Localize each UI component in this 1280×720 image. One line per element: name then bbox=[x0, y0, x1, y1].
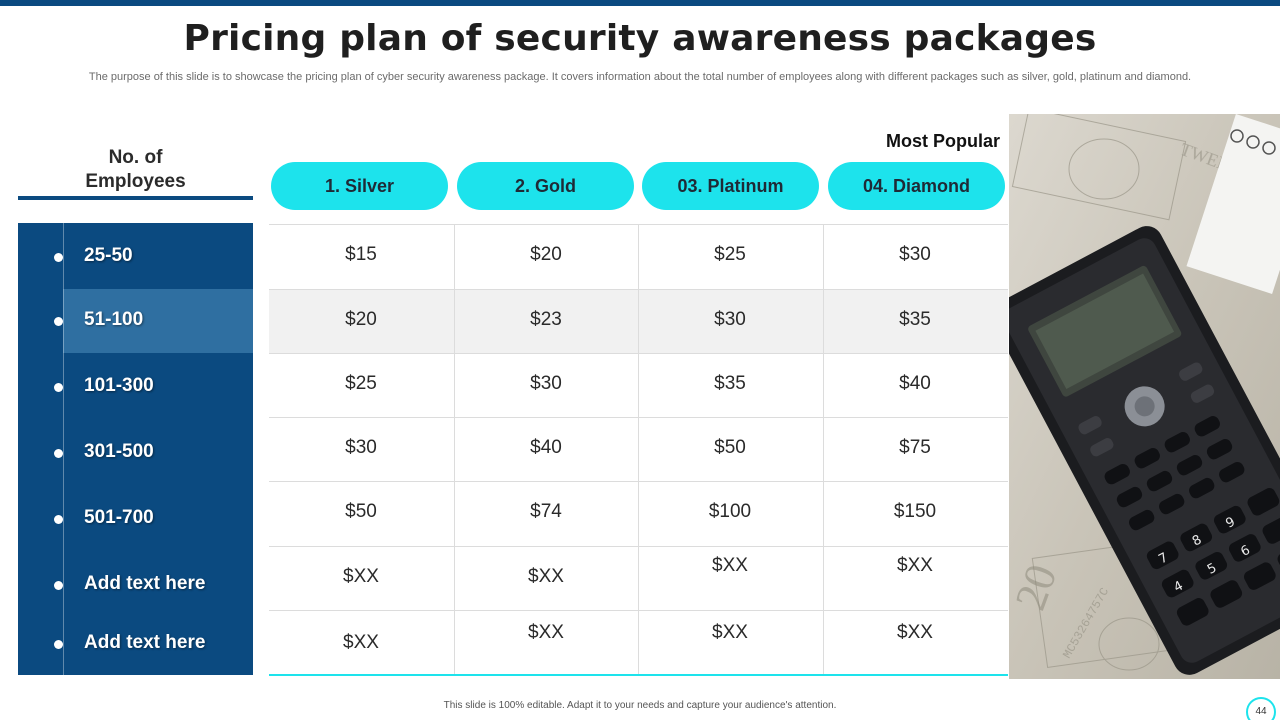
slide-title: Pricing plan of security awareness packa… bbox=[183, 18, 1097, 59]
employees-header: No. of Employees bbox=[18, 146, 253, 194]
price-cell: $20 bbox=[530, 244, 562, 265]
price-cell: $30 bbox=[345, 437, 377, 458]
table-bottom-line bbox=[269, 674, 1008, 676]
price-cell: $150 bbox=[893, 501, 937, 522]
plan-header-pill: 2. Gold bbox=[457, 162, 634, 210]
employee-range-label: Add text here bbox=[84, 632, 206, 653]
bullet-icon bbox=[54, 449, 63, 458]
page-number-badge: 44 bbox=[1246, 697, 1276, 720]
table-column-divider bbox=[823, 224, 824, 675]
calculator-icon: 20 MC53264757C TWENTY bbox=[1009, 114, 1280, 679]
employees-header-underline bbox=[18, 196, 253, 200]
price-cell: $100 bbox=[708, 501, 752, 522]
price-cell: $30 bbox=[714, 309, 746, 330]
price-cell: $30 bbox=[530, 373, 562, 394]
employees-header-line1: No. of bbox=[108, 147, 163, 168]
bullet-icon bbox=[54, 383, 63, 392]
bullet-icon bbox=[54, 640, 63, 649]
price-cell: $23 bbox=[530, 309, 562, 330]
employee-range-row: Add text here bbox=[18, 613, 253, 675]
slide-subtitle: The purpose of this slide is to showcase… bbox=[88, 71, 1192, 83]
employees-header-line2: Employees bbox=[85, 171, 186, 192]
employee-range-label: 501-700 bbox=[84, 507, 154, 528]
price-cell: $50 bbox=[714, 437, 746, 458]
employee-range-row: 101-300 bbox=[18, 355, 253, 419]
employee-range-label: Add text here bbox=[84, 573, 206, 594]
calculator-photo: 20 MC53264757C TWENTY bbox=[1009, 114, 1280, 679]
employee-range-row: 501-700 bbox=[18, 487, 253, 551]
price-cell: $25 bbox=[714, 244, 746, 265]
plan-header-pill: 03. Platinum bbox=[642, 162, 819, 210]
price-cell: $XX bbox=[528, 622, 564, 643]
price-cell: $40 bbox=[530, 437, 562, 458]
price-cell: $XX bbox=[343, 566, 379, 587]
bullet-icon bbox=[54, 317, 63, 326]
employee-range-row: 51-100 bbox=[18, 289, 253, 353]
employee-row-highlight bbox=[63, 289, 253, 353]
bullet-icon bbox=[54, 253, 63, 262]
employee-range-row: 301-500 bbox=[18, 421, 253, 485]
employee-range-label: 101-300 bbox=[84, 375, 154, 396]
employees-divider bbox=[63, 223, 64, 675]
price-cell: $XX bbox=[897, 555, 933, 576]
price-cell: $30 bbox=[899, 244, 931, 265]
plan-header-pill: 04. Diamond bbox=[828, 162, 1005, 210]
price-cell: $40 bbox=[899, 373, 931, 394]
price-cell: $25 bbox=[345, 373, 377, 394]
employee-range-label: 51-100 bbox=[84, 309, 144, 330]
price-cell: $XX bbox=[343, 632, 379, 653]
price-cell: $35 bbox=[714, 373, 746, 394]
price-cell: $20 bbox=[345, 309, 377, 330]
price-cell: $50 bbox=[345, 501, 377, 522]
price-cell: $XX bbox=[712, 555, 748, 576]
employee-range-row: 25-50 bbox=[18, 225, 253, 289]
employee-range-label: 301-500 bbox=[84, 441, 154, 462]
price-cell: $15 bbox=[345, 244, 377, 265]
price-cell: $35 bbox=[899, 309, 931, 330]
table-column-divider bbox=[454, 224, 455, 675]
bullet-icon bbox=[54, 515, 63, 524]
price-cell: $74 bbox=[530, 501, 562, 522]
price-cell: $XX bbox=[528, 566, 564, 587]
price-cell: $XX bbox=[712, 622, 748, 643]
bullet-icon bbox=[54, 581, 63, 590]
price-cell: $75 bbox=[899, 437, 931, 458]
table-column-divider bbox=[638, 224, 639, 675]
price-table: $15 $20 $25 $30 $20 $23 $30 $35 $25 $30 $35 $40 $30 $… bbox=[269, 224, 1008, 675]
price-cell: $XX bbox=[897, 622, 933, 643]
slide-footer: This slide is 100% editable. Adapt it to… bbox=[443, 700, 837, 711]
most-popular-label: Most Popular bbox=[885, 131, 1000, 151]
plan-header-pill: 1. Silver bbox=[271, 162, 448, 210]
top-accent-bar bbox=[0, 0, 1280, 6]
employee-range-row: Add text here bbox=[18, 553, 253, 617]
employee-range-label: 25-50 bbox=[84, 245, 133, 266]
